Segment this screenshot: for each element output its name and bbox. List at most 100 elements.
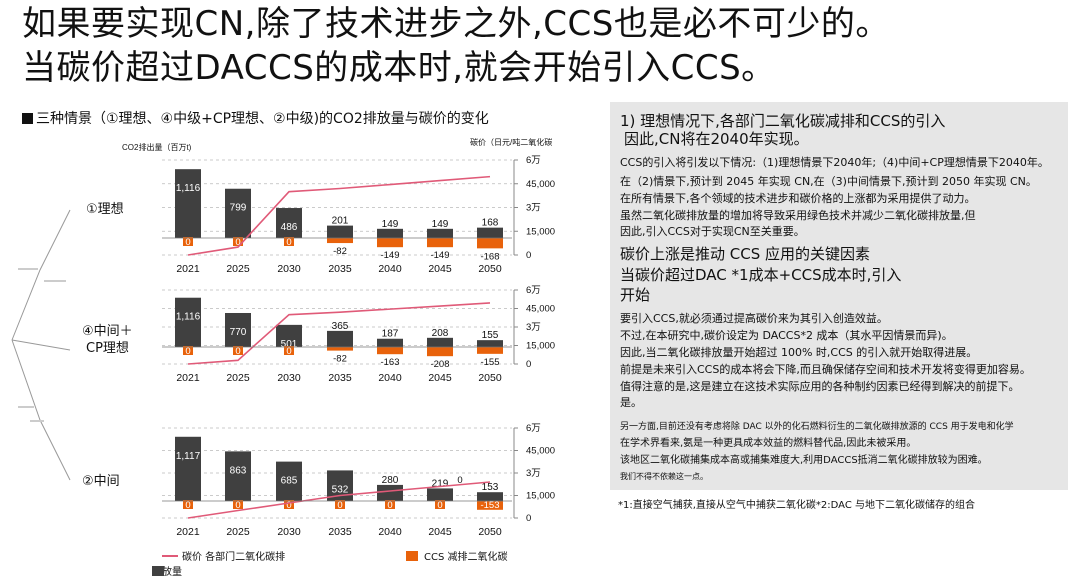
emission-bar bbox=[477, 492, 503, 501]
footnote: *1:直接空气捕获,直接从空气中捕获二氧化碳*2:DAC 与地下二氧化碳储存的组… bbox=[618, 500, 975, 511]
left-axis-title: CO2排出量（百万t) bbox=[122, 142, 192, 152]
tiny-note bbox=[18, 268, 38, 270]
panel-text-q3: 因此,当二氧化碳排放量开始超过 100% 时,CCS 的引入就开始取得进展。 bbox=[620, 346, 978, 359]
ccs-bar-label: 0 bbox=[185, 237, 190, 248]
emission-bar bbox=[276, 461, 302, 501]
ccs-bar-label: 0 bbox=[185, 500, 190, 511]
section-title-text: 三种情景（①理想、④中级+CP理想、②中级)的CO2排放量与碳价的变化 bbox=[36, 111, 489, 127]
section-title: 三种情景（①理想、④中级+CP理想、②中级)的CO2排放量与碳价的变化 bbox=[22, 108, 489, 128]
emission-bar bbox=[327, 225, 353, 238]
ccs-bar bbox=[335, 500, 345, 509]
emission-bar-label: 280 bbox=[382, 475, 399, 486]
panel-text-q4: 前提是未来引入CCS的成本将会下降,而且确保储存空间和技术开发将变得更加容易。 bbox=[620, 363, 1031, 376]
panel-text-r1: 另一方面,目前还没有考虑将除 DAC 以外的化石燃料衍生的二氧化碳排放源的 CC… bbox=[620, 422, 1014, 432]
right-axis-tick-label: 6万 bbox=[526, 285, 541, 296]
explanation-panel: 1) 理想情况下,各部门二氧化碳减排和CCS的引入 因此,CN将在2040年实现… bbox=[610, 102, 1068, 490]
emission-bar-label: 486 bbox=[281, 222, 298, 233]
emission-bar bbox=[427, 337, 453, 347]
legend-line-label: 碳价 各部门二氧化碳排放量 bbox=[162, 552, 286, 578]
right-axis-tick-label: 15,000 bbox=[526, 491, 555, 502]
ccs-bar-label: 0 bbox=[185, 346, 190, 357]
x-axis-year-label: 2040 bbox=[378, 372, 402, 384]
ccs-bar bbox=[284, 346, 294, 355]
ccs-bar bbox=[183, 237, 193, 246]
right-axis-tick-label: 45,000 bbox=[526, 304, 555, 315]
right-axis-tick-label: 3万 bbox=[526, 322, 541, 333]
ccs-bar bbox=[477, 501, 503, 510]
ccs-bar-label: -82 bbox=[333, 246, 347, 257]
x-axis-year-label: 2045 bbox=[428, 372, 452, 384]
ccs-bar-label: -208 bbox=[430, 359, 449, 370]
x-axis-year-label: 2050 bbox=[478, 263, 502, 275]
right-axis-tick-label: 6万 bbox=[526, 155, 541, 166]
legend-bar-swatch bbox=[152, 566, 164, 576]
right-axis-title: 碳价（日元/吨二氧化碳 bbox=[470, 137, 552, 147]
scenario-label-mid-cp-line2: CP理想 bbox=[86, 341, 129, 356]
ccs-bar-label: -82 bbox=[333, 354, 347, 365]
emission-bar-label: 187 bbox=[382, 329, 399, 340]
charts-svg: CO2排出量（百万t) 碳价（日元/吨二氧化碳 0 15,000 3万 45,000 6万 1… bbox=[11, 137, 555, 538]
ccs-bar bbox=[427, 238, 453, 248]
emission-bar-label: 532 bbox=[332, 484, 349, 495]
ccs-bar-label: 0 bbox=[286, 237, 291, 248]
ccs-bar-label: -163 bbox=[380, 357, 399, 368]
x-axis-year-label: 2035 bbox=[328, 263, 352, 275]
ccs-bar bbox=[284, 500, 294, 509]
emission-bar bbox=[175, 297, 201, 347]
x-axis-year-label: 2050 bbox=[478, 526, 502, 538]
x-axis-year-label: 2035 bbox=[328, 526, 352, 538]
ccs-bar-label: 0 bbox=[286, 346, 291, 357]
scenario-connector-lines bbox=[11, 209, 71, 481]
ccs-bar-label: -155 bbox=[480, 357, 499, 368]
x-axis-year-label: 2040 bbox=[378, 526, 402, 538]
panel-text-q5: 值得注意的是,这是建立在这技术实际应用的各种制约因素已经得到解决的前提下。 bbox=[620, 380, 1020, 393]
emission-bar-label: 799 bbox=[230, 203, 247, 214]
headline-line-1: 如果要实现CN,除了技术进步之外,CCS也是必不可少的。 bbox=[22, 4, 890, 44]
legend-line-swatch bbox=[162, 555, 178, 557]
scenario-label-mid-cp-line1: ④中间＋ bbox=[82, 324, 133, 339]
right-axis-tick-label: 15,000 bbox=[526, 226, 555, 237]
x-axis-year-label: 2040 bbox=[378, 263, 402, 275]
scenario-label-mid: ②中间 bbox=[82, 474, 120, 489]
x-axis-year-label: 2021 bbox=[176, 372, 200, 384]
emission-bar-label: 685 bbox=[281, 476, 298, 487]
ccs-bar-label: -153 bbox=[480, 500, 499, 511]
x-axis-year-label: 2045 bbox=[428, 263, 452, 275]
ccs-bar bbox=[233, 346, 243, 355]
ccs-bar-label: 0 bbox=[387, 500, 392, 511]
emission-bar bbox=[175, 169, 201, 238]
ccs-bar-label: 0 bbox=[337, 500, 342, 511]
x-axis-year-label: 2021 bbox=[176, 526, 200, 538]
ccs-bar bbox=[183, 500, 193, 509]
emission-bar bbox=[276, 324, 302, 347]
ccs-bar-label: 0 bbox=[235, 500, 240, 511]
right-axis-tick-label: 45,000 bbox=[526, 179, 555, 190]
emission-bar bbox=[377, 484, 403, 501]
emission-bar bbox=[225, 451, 251, 501]
square-bullet-icon bbox=[22, 113, 33, 124]
ccs-bar bbox=[427, 347, 453, 357]
legend-orange-swatch bbox=[406, 551, 418, 561]
emission-bar-label: 501 bbox=[281, 339, 298, 350]
headline-line-2: 当碳价超过DACCS的成本时,就会开始引入CCS。 bbox=[22, 48, 776, 88]
ccs-bar bbox=[233, 500, 243, 509]
panel-heading-2b: 当碳价超过DAC *1成本+CCS成本时,引入 bbox=[620, 266, 902, 284]
tiny-note bbox=[18, 406, 34, 408]
ccs-bar-label: 0 bbox=[235, 346, 240, 357]
emission-bar bbox=[477, 340, 503, 347]
panel-text-r2: 在学术界看来,氨是一种更具成本效益的燃料替代品,因此未被采用。 bbox=[620, 438, 917, 449]
panel-heading-2a: 碳价上涨是推动 CCS 应用的关键因素 bbox=[620, 245, 871, 263]
emission-bar bbox=[477, 227, 503, 238]
right-axis-tick-label: 6万 bbox=[526, 423, 541, 434]
panel-text-q2: 不过,在本研究中,碳价设定为 DACCS*2 成本（其水平因情景而异)。 bbox=[620, 329, 953, 342]
carbon-price-line bbox=[187, 481, 491, 519]
emission-bar-label: 863 bbox=[230, 465, 247, 476]
emission-bar bbox=[276, 208, 302, 238]
scenario-label-ideal: ①理想 bbox=[86, 202, 124, 217]
ccs-bar bbox=[477, 347, 503, 354]
panel-heading-2c: 开始 bbox=[620, 286, 651, 304]
right-axis-tick-label: 0 bbox=[526, 359, 531, 370]
panel-text-p2: 在（2)情景下,预计到 2045 年实现 CN,在（3)中间情景下,预计到 20… bbox=[620, 175, 1037, 188]
ccs-bar bbox=[327, 238, 353, 244]
emission-bar bbox=[175, 436, 201, 501]
